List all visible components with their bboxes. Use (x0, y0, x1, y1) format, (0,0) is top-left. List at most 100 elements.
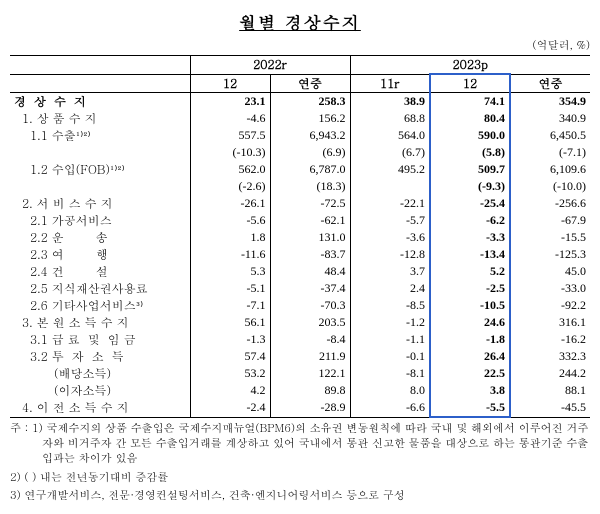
cell: 258.3 (270, 93, 350, 111)
cell: 89.8 (270, 382, 350, 399)
cell: -5.6 (190, 212, 270, 229)
cell: (-10.0) (510, 178, 590, 195)
row-label: 2.2 운 송 (10, 229, 190, 246)
row-label: 2.4 건 설 (10, 263, 190, 280)
subheader-c4: 12 (430, 74, 510, 93)
cell: -12.8 (350, 246, 430, 263)
row-label: 3. 본 원 소 득 수 지 (10, 314, 190, 331)
cell: -7.1 (190, 297, 270, 314)
cell: -1.8 (430, 331, 510, 348)
cell: 3.8 (430, 382, 510, 399)
row-label: 경 상 수 지 (10, 93, 190, 111)
cell: 1.8 (190, 229, 270, 246)
blank-subheader (10, 74, 190, 93)
cell: 495.2 (350, 161, 430, 178)
cell: -62.1 (270, 212, 350, 229)
cell: -5.7 (350, 212, 430, 229)
cell: 203.5 (270, 314, 350, 331)
row-label: 2.1 가공서비스 (10, 212, 190, 229)
cell: -8.1 (350, 365, 430, 382)
cell: 24.6 (430, 314, 510, 331)
cell: 131.0 (270, 229, 350, 246)
row-label: 2.5 지식재산권사용료 (10, 280, 190, 297)
cell: 57.4 (190, 348, 270, 365)
cell: (-9.3) (430, 178, 510, 195)
cell: -8.5 (350, 297, 430, 314)
cell: 26.4 (430, 348, 510, 365)
cell: -5.1 (190, 280, 270, 297)
cell: -3.6 (350, 229, 430, 246)
balance-table: 2022r 2023p 12 연중 11r 12 연중 경 상 수 지23.12… (10, 55, 590, 418)
cell: 53.2 (190, 365, 270, 382)
footnote: 2) ( ) 내는 전년동기대비 증감률 (10, 471, 590, 486)
cell: -33.0 (510, 280, 590, 297)
cell: -1.2 (350, 314, 430, 331)
row-label (10, 144, 190, 161)
cell: -3.3 (430, 229, 510, 246)
blank-header (10, 56, 190, 75)
cell: 211.9 (270, 348, 350, 365)
row-label: 3.1 급 료 및 임 금 (10, 331, 190, 348)
cell: -8.4 (270, 331, 350, 348)
cell: -6.6 (350, 399, 430, 417)
cell: 74.1 (430, 93, 510, 111)
cell: 38.9 (350, 93, 430, 111)
cell: 557.5 (190, 127, 270, 144)
cell: -0.1 (350, 348, 430, 365)
cell: 6,450.5 (510, 127, 590, 144)
cell: 244.2 (510, 365, 590, 382)
cell: (18.3) (270, 178, 350, 195)
row-label: 1.1 수출¹⁾²⁾ (10, 127, 190, 144)
cell: -26.1 (190, 195, 270, 212)
cell: 340.9 (510, 110, 590, 127)
cell: (-10.3) (190, 144, 270, 161)
cell: -2.5 (430, 280, 510, 297)
subheader-c2: 연중 (270, 74, 350, 93)
cell: -45.5 (510, 399, 590, 417)
cell: 3.7 (350, 263, 430, 280)
cell: 48.4 (270, 263, 350, 280)
row-label: 2.3 여 행 (10, 246, 190, 263)
cell: (-7.1) (510, 144, 590, 161)
row-label (10, 178, 190, 195)
cell: -11.6 (190, 246, 270, 263)
cell: 68.8 (350, 110, 430, 127)
page-title: 월별 경상수지 (10, 10, 590, 34)
cell: -25.4 (430, 195, 510, 212)
cell: 2.4 (350, 280, 430, 297)
cell: 316.1 (510, 314, 590, 331)
cell: 56.1 (190, 314, 270, 331)
footnote: 주 : 1) 국제수지의 상품 수출입은 국제수지매뉴얼(BPM6)의 소유권 … (10, 422, 590, 467)
cell: 8.0 (350, 382, 430, 399)
cell: -1.3 (190, 331, 270, 348)
cell: 156.2 (270, 110, 350, 127)
row-label: 2. 서 비 스 수 지 (10, 195, 190, 212)
subheader-c5: 연중 (510, 74, 590, 93)
cell: (-2.6) (190, 178, 270, 195)
row-label: (배당소득) (10, 365, 190, 382)
cell: 562.0 (190, 161, 270, 178)
cell (350, 178, 430, 195)
cell: 332.3 (510, 348, 590, 365)
cell: -83.7 (270, 246, 350, 263)
cell: 22.5 (430, 365, 510, 382)
row-label: 2.6 기타사업서비스³⁾ (10, 297, 190, 314)
cell: (5.8) (430, 144, 510, 161)
cell: (6.7) (350, 144, 430, 161)
cell: 80.4 (430, 110, 510, 127)
cell: 6,943.2 (270, 127, 350, 144)
cell: -70.3 (270, 297, 350, 314)
row-label: 3.2 투 자 소 득 (10, 348, 190, 365)
cell: 6,787.0 (270, 161, 350, 178)
cell: 509.7 (430, 161, 510, 178)
cell: -67.9 (510, 212, 590, 229)
cell: 5.3 (190, 263, 270, 280)
row-label: 4. 이 전 소 득 수 지 (10, 399, 190, 417)
cell: 4.2 (190, 382, 270, 399)
cell: 5.2 (430, 263, 510, 280)
row-label: (이자소득) (10, 382, 190, 399)
header-2022r: 2022r (190, 56, 350, 75)
cell: -2.4 (190, 399, 270, 417)
cell: -37.4 (270, 280, 350, 297)
cell: -5.5 (430, 399, 510, 417)
